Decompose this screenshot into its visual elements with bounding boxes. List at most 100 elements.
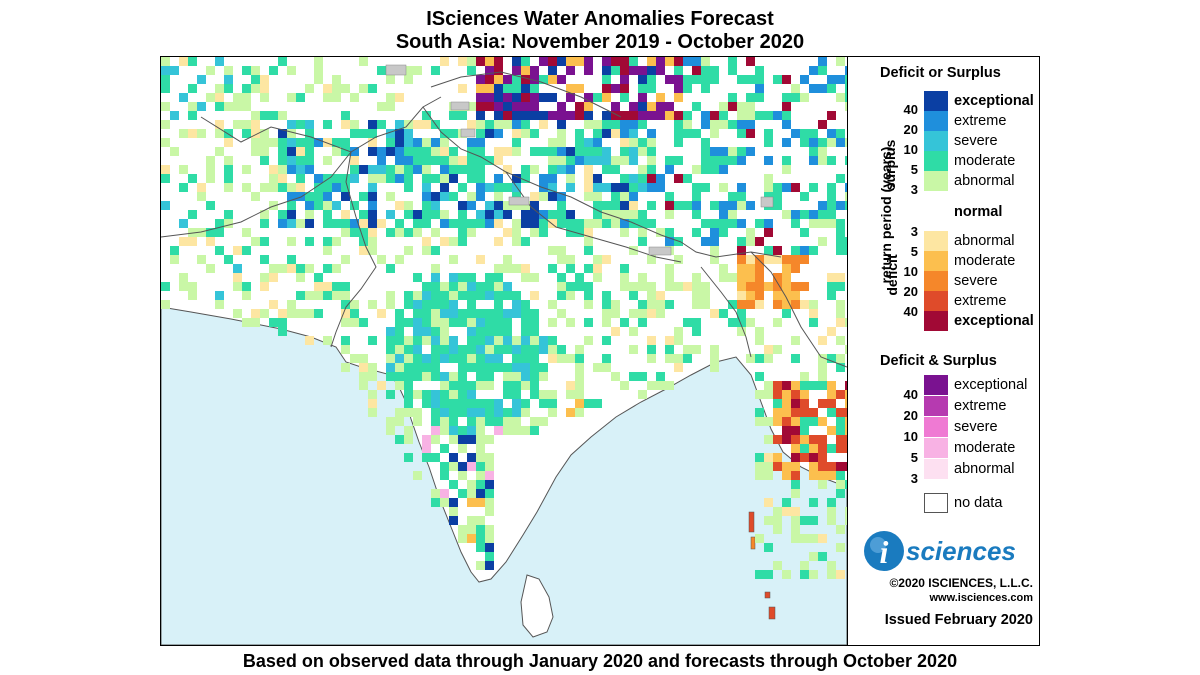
grid-cell xyxy=(467,363,476,372)
grid-cell xyxy=(728,120,737,129)
grid-cell xyxy=(287,219,296,228)
grid-cell xyxy=(386,327,395,336)
grid-cell xyxy=(359,354,368,363)
grid-cell xyxy=(296,183,305,192)
grid-cell xyxy=(809,66,818,75)
grid-cell xyxy=(728,219,737,228)
grid-cell xyxy=(611,201,620,210)
surplus-legend-label-3: moderate xyxy=(954,153,1016,169)
grid-cell xyxy=(395,120,404,129)
grid-cell xyxy=(386,192,395,201)
grid-cell xyxy=(485,219,494,228)
grid-cell xyxy=(530,336,539,345)
grid-cell xyxy=(197,75,206,84)
grid-cell xyxy=(827,516,836,525)
grid-cell xyxy=(809,444,818,453)
grid-cell xyxy=(422,300,431,309)
grid-cell xyxy=(395,318,404,327)
grid-cell xyxy=(368,246,377,255)
grid-cell xyxy=(692,228,701,237)
grid-cell xyxy=(548,345,557,354)
grid-cell xyxy=(323,156,332,165)
legend-row-normal: normal xyxy=(848,202,1039,222)
grid-cell xyxy=(494,318,503,327)
grid-cell xyxy=(485,57,494,66)
grid-cell xyxy=(701,120,710,129)
grid-cell xyxy=(278,156,287,165)
grid-cell xyxy=(638,183,647,192)
grid-cell xyxy=(431,291,440,300)
grid-cell xyxy=(629,291,638,300)
grid-cell xyxy=(485,318,494,327)
grid-cell xyxy=(845,183,847,192)
grid-cell xyxy=(368,174,377,183)
grid-cell xyxy=(359,228,368,237)
grid-cell xyxy=(440,237,449,246)
grid-cell xyxy=(350,165,359,174)
grid-cell xyxy=(332,147,341,156)
grid-cell xyxy=(809,309,818,318)
grid-cell xyxy=(692,291,701,300)
grid-cell xyxy=(539,417,548,426)
grid-cell xyxy=(566,282,575,291)
grid-cell xyxy=(710,147,719,156)
grid-cell xyxy=(521,318,530,327)
grid-cell xyxy=(503,327,512,336)
grid-cell xyxy=(629,138,638,147)
grid-cell xyxy=(593,156,602,165)
grid-cell xyxy=(287,300,296,309)
grid-cell xyxy=(395,138,404,147)
grid-cell xyxy=(638,93,647,102)
grid-cell xyxy=(512,354,521,363)
grid-cell xyxy=(161,300,170,309)
grid-cell xyxy=(548,336,557,345)
grid-cell xyxy=(395,372,404,381)
grid-cell xyxy=(584,57,593,66)
grid-cell xyxy=(260,255,269,264)
grid-cell xyxy=(404,147,413,156)
grid-cell xyxy=(188,282,197,291)
grid-cell xyxy=(476,138,485,147)
grid-cell xyxy=(476,282,485,291)
grid-cell xyxy=(566,84,575,93)
grid-cell xyxy=(305,138,314,147)
grid-cell xyxy=(602,318,611,327)
grid-cell xyxy=(782,291,791,300)
grid-cell xyxy=(467,318,476,327)
grid-cell xyxy=(413,354,422,363)
grid-cell xyxy=(719,201,728,210)
grid-cell xyxy=(512,300,521,309)
grid-cell xyxy=(656,183,665,192)
grid-cell xyxy=(611,111,620,120)
grid-cell xyxy=(314,75,323,84)
deficit-legend-label-3: extreme xyxy=(954,293,1007,309)
grid-cell xyxy=(638,318,647,327)
grid-cell xyxy=(782,165,791,174)
grid-cell xyxy=(503,372,512,381)
website-link[interactable]: www.isciences.com xyxy=(929,592,1033,604)
grid-cell xyxy=(377,174,386,183)
grid-cell xyxy=(530,363,539,372)
grid-cell xyxy=(809,417,818,426)
grid-cell xyxy=(602,156,611,165)
grid-cell xyxy=(458,282,467,291)
grid-cell xyxy=(755,390,764,399)
sri-lanka xyxy=(520,574,554,638)
grid-cell xyxy=(188,84,197,93)
grid-cell xyxy=(584,228,593,237)
grid-cell xyxy=(602,84,611,93)
grid-cell xyxy=(584,318,593,327)
grid-cell xyxy=(467,192,476,201)
grid-cell xyxy=(674,156,683,165)
grid-cell xyxy=(530,426,539,435)
grid-cell xyxy=(287,183,296,192)
grid-cell xyxy=(593,273,602,282)
grid-cell xyxy=(782,471,791,480)
grid-cell xyxy=(701,165,710,174)
grid-cell xyxy=(485,156,494,165)
grid-cell xyxy=(449,399,458,408)
grid-cell xyxy=(413,210,422,219)
grid-cell xyxy=(368,219,377,228)
grid-cell xyxy=(440,282,449,291)
grid-cell xyxy=(674,354,683,363)
